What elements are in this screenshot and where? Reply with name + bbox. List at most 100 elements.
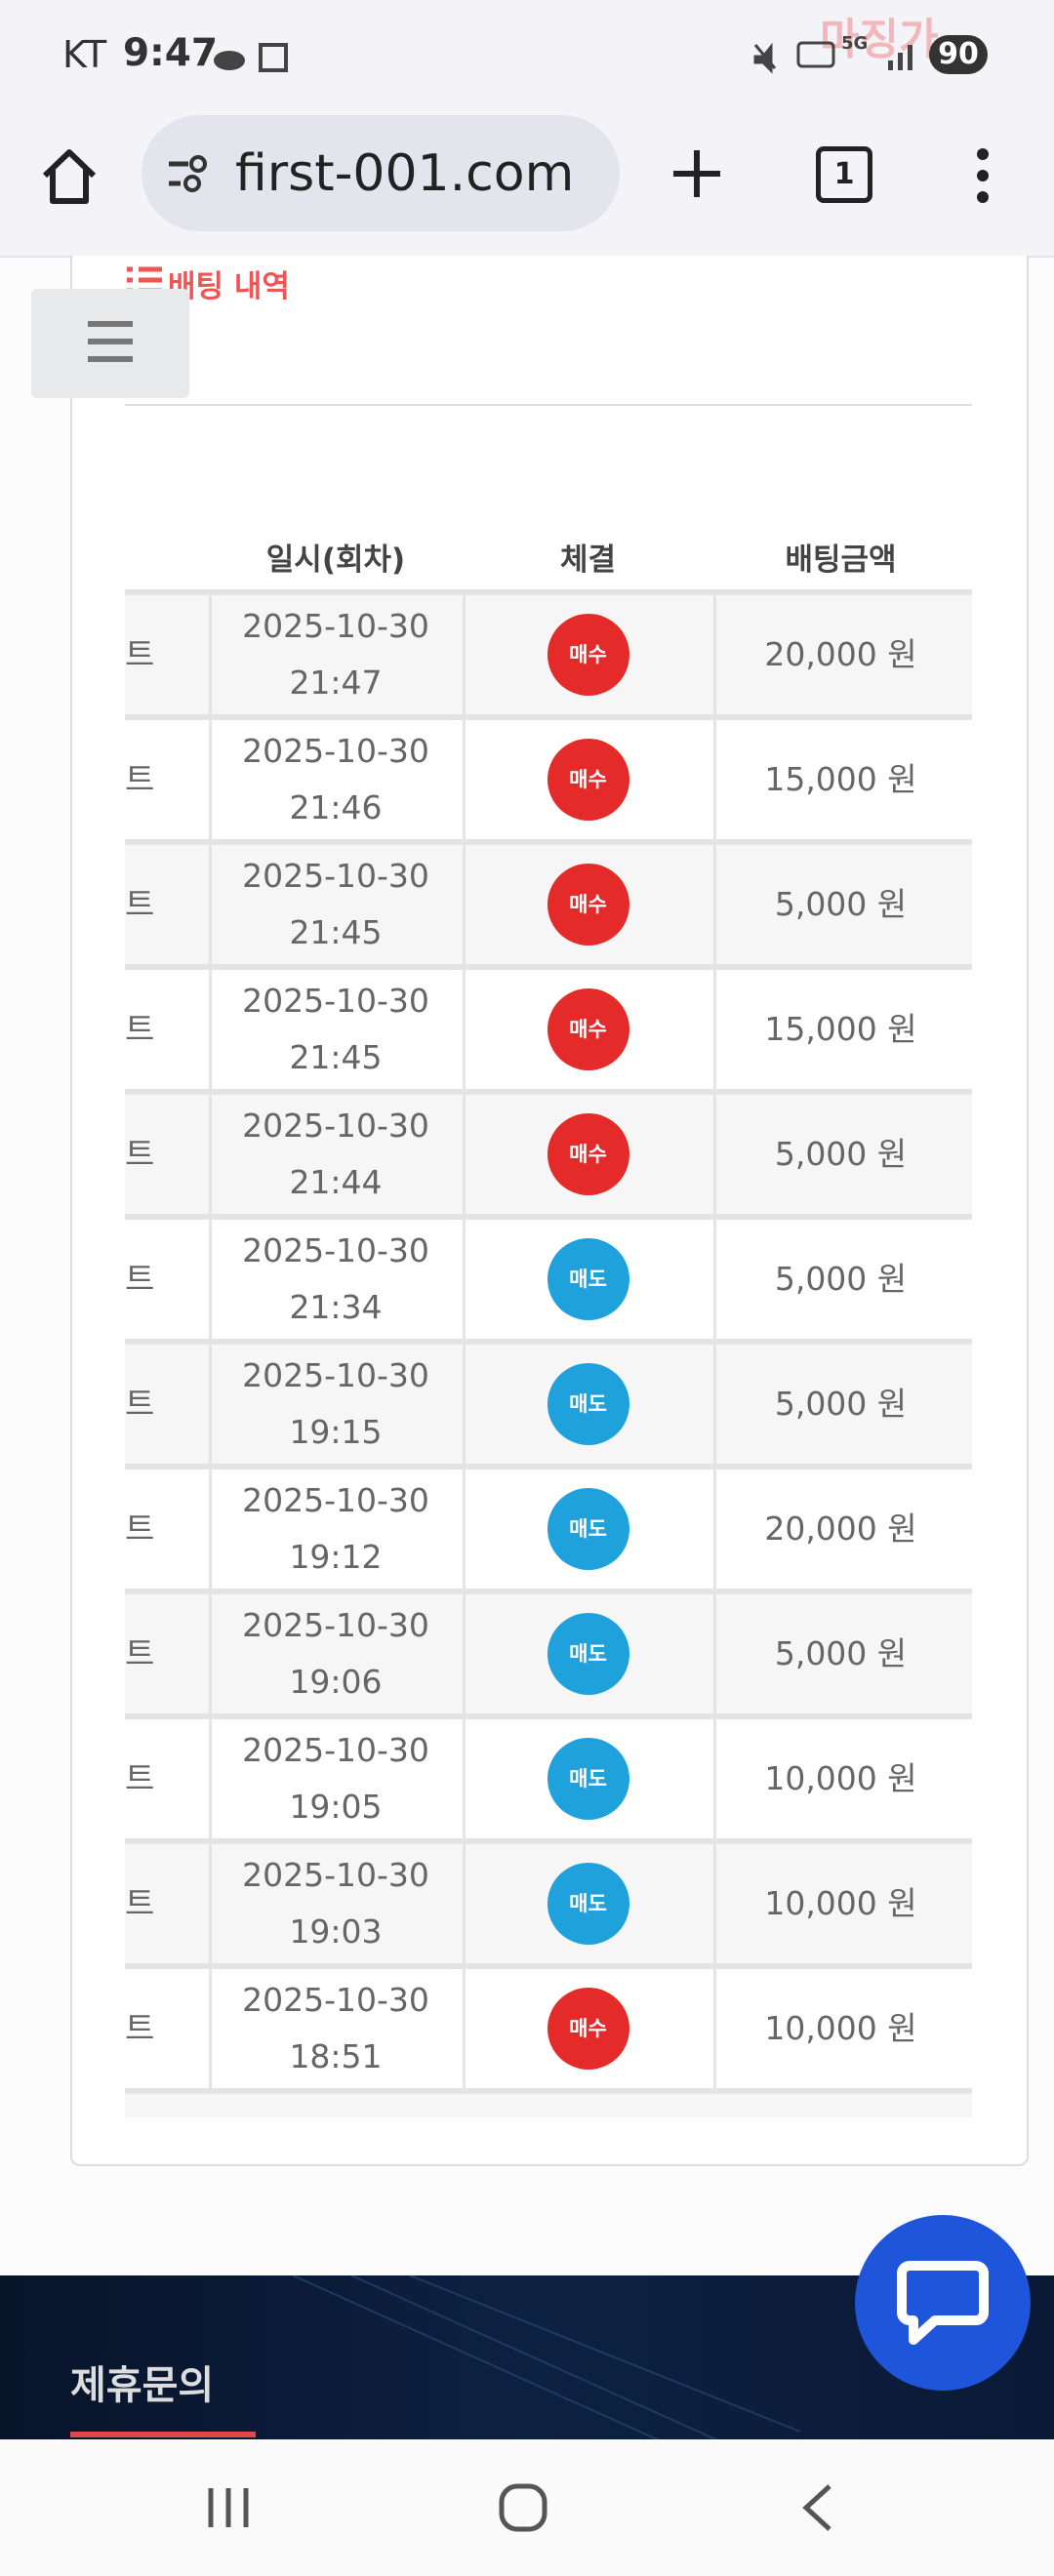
cell: 트 [125,1634,155,1672]
cell: 트 [125,1884,155,1922]
cell: 5,000 원 [774,1385,908,1423]
time: 21:45 [289,913,383,951]
cell-border [209,1095,212,1214]
date: 2025-10-30 [242,607,429,645]
column-header: 일시(회차) [265,543,406,578]
site-settings-icon[interactable] [165,152,212,195]
time: 19:06 [289,1663,383,1701]
cell: 20,000 원 [764,1509,917,1548]
cell-border [713,1594,716,1713]
cell-border [713,1844,716,1963]
cell: 트 [125,1385,155,1423]
cell: 트 [125,1759,155,1797]
sidebar-toggle[interactable] [31,289,189,398]
cell-border [209,1969,212,2088]
cell-border [209,970,212,1089]
home-button[interactable] [37,144,101,209]
cell-border [209,1220,212,1339]
cell: 15,000 원 [764,1010,917,1048]
cell-border [713,1220,716,1339]
cell: 트 [125,635,155,673]
cell-border [209,1719,212,1838]
cell-border [463,1220,466,1339]
cell: 트 [125,885,155,923]
nav-buttons[interactable] [195,2478,859,2537]
menu-button[interactable] [970,146,995,209]
date: 2025-10-30 [242,1856,429,1894]
table-row: 트 2025-10-30 21:45 매수 5,000 원 [125,839,972,964]
cell-border [713,845,716,964]
cell: 2025-10-30 18:51 [209,1969,463,2088]
table-row: 트 2025-10-30 21:45 매수 15,000 원 [125,964,972,1089]
cell: 10,000 원 [764,2009,917,2047]
cell: 20,000 원 [764,635,917,673]
time: 21:34 [289,1288,383,1326]
time: 19:05 [289,1788,383,1826]
time: 19:15 [289,1413,383,1451]
time: 21:47 [289,664,383,702]
cell: 매도 [463,1345,713,1464]
cell-border [463,720,466,839]
cell: 2025-10-30 21:44 [209,1095,463,1214]
column-header: 배팅금액 [785,543,897,578]
carrier: KT [62,33,107,76]
cell-border [209,595,212,714]
url[interactable]: first-001.com [235,144,575,203]
signal-icons [753,41,912,74]
cell: 트 [125,2009,155,2047]
list-icon [127,266,162,294]
cell-border [463,1345,466,1464]
date: 2025-10-30 [242,857,429,895]
cell-border [463,845,466,964]
cell-border [463,595,466,714]
table-row-partial [125,2088,972,2117]
cell: 5,000 원 [774,885,908,923]
cell-border [713,970,716,1089]
network: 5G [841,33,869,54]
date: 2025-10-30 [242,982,429,1020]
browser-bar: first-001.com 1 [0,107,1054,258]
new-tab-button[interactable] [669,146,724,201]
cell-border [713,1345,716,1464]
table-row: 트 2025-10-30 19:03 매도 10,000 원 [125,1838,972,1963]
time: 21:44 [289,1163,383,1201]
cell: 매수 [463,1095,713,1214]
cell-border [463,1469,466,1589]
table-row: 트 2025-10-30 19:15 매도 5,000 원 [125,1339,972,1464]
side-badge: 매도 [547,1363,629,1445]
battery: 90 [929,35,988,74]
cell-border [463,1594,466,1713]
cell: 2025-10-30 19:03 [209,1844,463,1963]
cell: 매도 [463,1719,713,1838]
cell: 매수 [463,720,713,839]
cell-border [713,1469,716,1589]
date: 2025-10-30 [242,1231,429,1269]
footer-decoration [292,2275,801,2451]
side-badge: 매수 [547,1113,629,1195]
table-row: 트 2025-10-30 21:46 매수 15,000 원 [125,714,972,839]
side-badge: 매수 [547,864,629,946]
side-badge: 매수 [547,1988,629,2070]
side-badge: 매도 [547,1238,629,1320]
footer-underline [70,2432,256,2437]
cell: 5,000 원 [774,1634,908,1672]
date: 2025-10-30 [242,1481,429,1519]
chat-button[interactable] [855,2215,1031,2391]
cell-border [209,720,212,839]
cell: 2025-10-30 19:15 [209,1345,463,1464]
table-row: 트 2025-10-30 21:34 매도 5,000 원 [125,1214,972,1339]
cell: 트 [125,1509,155,1548]
cell: 2025-10-30 21:34 [209,1220,463,1339]
side-badge: 매수 [547,988,629,1070]
cell-border [713,1719,716,1838]
cell: 매도 [463,1844,713,1963]
nav-bar [0,2439,1054,2576]
tab-count[interactable]: 1 [816,146,872,203]
side-badge: 매도 [547,1863,629,1945]
cell: 15,000 원 [764,760,917,798]
chat-icon [897,2261,989,2345]
cell: 매도 [463,1220,713,1339]
date: 2025-10-30 [242,732,429,770]
address-bar[interactable]: first-001.com [142,115,620,231]
